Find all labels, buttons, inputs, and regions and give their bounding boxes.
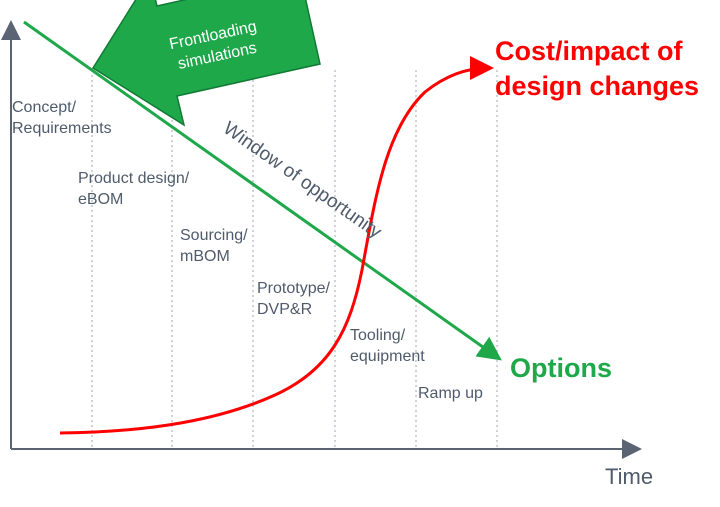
phase-gridlines	[91, 70, 498, 448]
cost-impact-label: Cost/impact of design changes	[495, 36, 699, 101]
cost-label-line2: design changes	[495, 71, 699, 101]
phase-concept-line2: Requirements	[12, 120, 112, 137]
phase-product-design-line2: eBOM	[78, 191, 123, 208]
phase-ramp-up: Ramp up	[418, 385, 483, 402]
phase-tooling-line2: equipment	[350, 348, 425, 365]
phase-label: Prototype/ DVP&R	[257, 280, 334, 318]
phase-sourcing-line1: Sourcing/	[180, 227, 248, 244]
phase-label: Concept/ Requirements	[12, 99, 112, 137]
phase-label: Tooling/ equipment	[350, 327, 425, 365]
x-axis-label: Time	[605, 464, 653, 489]
phase-product-design-line1: Product design/	[78, 170, 190, 187]
cost-curve	[59, 56, 494, 435]
window-of-opportunity-label: Window of opportunity	[219, 118, 385, 243]
phase-prototype-line1: Prototype/	[257, 280, 330, 297]
phase-tooling-line1: Tooling/	[350, 327, 406, 344]
phase-prototype-line2: DVP&R	[257, 301, 312, 318]
phase-concept-line1: Concept/	[12, 99, 77, 116]
options-label: Options	[510, 353, 612, 383]
phase-sourcing-line2: mBOM	[180, 248, 230, 265]
frontloading-arrow: Frontloading simulations	[91, 0, 321, 127]
frontloading-arrow-shape	[91, 0, 321, 127]
options-line	[23, 20, 502, 361]
phase-label: Product design/ eBOM	[78, 170, 194, 208]
phase-labels: Concept/ Requirements Product design/ eB…	[12, 99, 483, 402]
phase-label: Sourcing/ mBOM	[180, 227, 252, 265]
cost-label-line1: Cost/impact of	[495, 36, 684, 66]
